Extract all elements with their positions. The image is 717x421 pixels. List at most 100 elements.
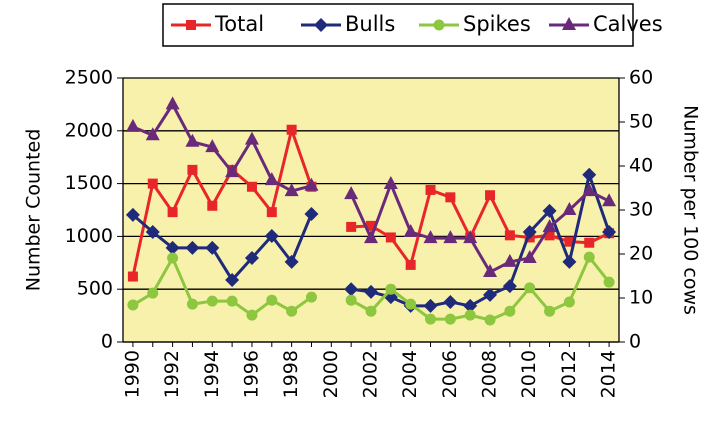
x-tick-label: 2012: [558, 350, 580, 398]
data-point: [485, 190, 496, 201]
x-tick-label: 2010: [518, 350, 540, 398]
data-point: [205, 240, 220, 255]
x-tick-label: 1992: [161, 350, 183, 398]
data-point: [165, 240, 180, 255]
data-point: [403, 224, 418, 237]
legend-label: Bulls: [345, 12, 395, 36]
data-point: [583, 251, 595, 263]
y2-tick-label: 20: [629, 243, 653, 265]
data-point: [246, 181, 257, 192]
data-point: [246, 309, 258, 321]
data-point: [502, 253, 517, 267]
data-point: [423, 298, 438, 313]
data-point: [225, 164, 240, 178]
data-point: [125, 118, 140, 132]
data-point: [562, 202, 577, 215]
data-point: [266, 207, 277, 218]
data-point: [542, 219, 557, 233]
y2-tick-label: 30: [629, 199, 653, 221]
data-point: [147, 178, 158, 189]
data-point: [284, 254, 299, 269]
data-point: [167, 252, 179, 264]
data-point: [305, 291, 317, 303]
data-point: [425, 313, 437, 325]
y2-tick-label: 10: [629, 287, 653, 309]
legend-label: Total: [214, 12, 264, 36]
data-point: [365, 305, 377, 317]
data-point: [364, 284, 378, 299]
y-tick-label: 2000: [65, 119, 113, 141]
x-tick-label: 2014: [598, 350, 620, 398]
data-point: [522, 225, 537, 239]
data-point: [207, 200, 218, 211]
data-point: [346, 221, 357, 232]
data-point: [185, 133, 200, 147]
data-point: [563, 296, 575, 308]
data-point: [385, 283, 397, 295]
data-point: [582, 167, 597, 182]
y-tick-label: 0: [101, 331, 113, 353]
data-point: [284, 183, 299, 197]
data-point: [602, 225, 617, 239]
legend-label: Calves: [593, 12, 663, 36]
data-point: [286, 124, 297, 135]
y2-tick-label: 50: [629, 111, 653, 133]
data-point: [383, 176, 398, 190]
x-tick-label: 2002: [360, 350, 382, 398]
data-point: [266, 294, 278, 306]
data-point: [425, 184, 436, 195]
data-point: [502, 279, 517, 294]
x-tick-label: 1990: [121, 350, 143, 398]
data-point: [165, 96, 180, 110]
data-point: [522, 249, 537, 263]
legend-marker: [314, 18, 328, 32]
x-tick-label: 2000: [320, 350, 342, 398]
data-point: [127, 299, 139, 311]
data-point: [544, 230, 555, 241]
data-point: [225, 272, 240, 287]
data-point: [264, 172, 279, 186]
data-point: [562, 254, 577, 269]
y-tick-label: 1500: [65, 172, 113, 194]
data-point: [264, 228, 279, 243]
x-tick-label: 1996: [240, 350, 262, 398]
x-tick-label: 2008: [479, 350, 501, 398]
data-point: [147, 287, 159, 299]
data-point: [344, 186, 359, 200]
data-point: [304, 206, 319, 221]
data-point: [504, 230, 515, 241]
data-point: [344, 282, 359, 297]
x-tick-label: 2006: [439, 350, 461, 398]
data-point: [304, 177, 319, 191]
data-point: [423, 230, 438, 244]
data-point: [582, 183, 597, 197]
data-point: [125, 207, 140, 222]
data-point: [443, 230, 458, 244]
data-point: [405, 298, 417, 310]
data-point: [564, 236, 575, 247]
data-point: [244, 250, 259, 265]
y2-tick-label: 60: [629, 67, 653, 89]
y-tick-label: 1000: [65, 225, 113, 247]
data-point: [167, 207, 178, 218]
data-point: [145, 225, 160, 239]
data-point: [483, 287, 498, 302]
data-point: [445, 192, 456, 203]
data-point: [405, 259, 416, 270]
data-point: [524, 282, 536, 294]
data-point: [504, 305, 516, 317]
data-point: [464, 309, 476, 321]
data-point: [484, 314, 496, 326]
y2-axis-label: Number per 100 cows: [680, 105, 702, 315]
data-point: [463, 298, 478, 313]
y2-tick-label: 0: [629, 331, 641, 353]
data-point: [206, 295, 218, 307]
data-point: [185, 240, 200, 255]
legend: Total Bulls Spikes Calves: [162, 3, 663, 47]
legend-marker: [186, 20, 196, 30]
data-point: [603, 276, 615, 288]
data-point: [463, 230, 478, 244]
y-axis-label: Number Counted: [23, 129, 45, 292]
data-point: [187, 164, 198, 175]
